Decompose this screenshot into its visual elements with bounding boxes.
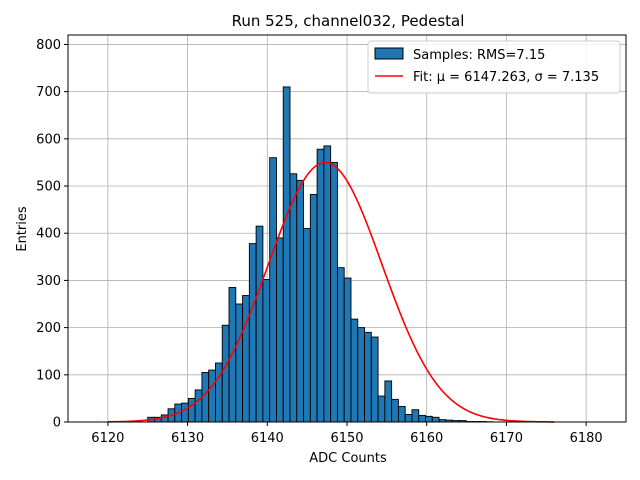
histogram-bar — [350, 318, 359, 423]
histogram-bar — [248, 243, 257, 423]
histogram-bar — [289, 173, 298, 423]
y-tick-label: 0 — [53, 416, 61, 431]
y-axis-ticks: 0 100 200 300 400 500 600 700 800 — [36, 38, 68, 431]
fit-curve — [107, 161, 555, 423]
histogram-bar — [316, 148, 325, 423]
y-tick-label: 300 — [36, 274, 61, 289]
x-tick-label: 6180 — [570, 431, 603, 446]
histogram-bar — [370, 336, 379, 423]
y-tick-label: 200 — [36, 321, 61, 336]
legend-box — [367, 40, 621, 94]
x-tick-label: 6130 — [171, 431, 204, 446]
histogram-bar — [208, 369, 216, 423]
histogram-bar — [330, 161, 338, 423]
histogram-bar — [296, 179, 305, 423]
histogram-bar — [364, 331, 372, 423]
histogram-bar — [397, 405, 406, 423]
x-tick-label: 6120 — [91, 431, 124, 446]
y-tick-label: 500 — [36, 180, 61, 195]
histogram-bar — [282, 86, 291, 423]
x-tick-label: 6170 — [490, 431, 523, 446]
histogram-bar — [262, 279, 271, 423]
histogram-bar — [235, 303, 244, 423]
histogram-bar — [343, 277, 352, 423]
histogram-bar — [431, 416, 440, 423]
histogram-bar — [357, 327, 365, 423]
histogram-bar — [404, 413, 413, 423]
histogram-bar — [323, 145, 332, 423]
legend-histogram-swatch — [374, 47, 404, 60]
histogram-bar — [194, 389, 203, 423]
histogram-bar — [187, 397, 196, 423]
y-tick-label: 100 — [36, 368, 61, 383]
histogram-bar — [391, 398, 399, 423]
x-tick-label: 6150 — [330, 431, 363, 446]
x-axis-label: ADC Counts — [309, 451, 387, 466]
y-tick-label: 700 — [36, 85, 61, 100]
x-axis-ticks: 6120 6130 6140 6150 6160 6170 6180 — [91, 422, 603, 446]
histogram-bar — [303, 228, 311, 423]
histogram-bar — [181, 402, 189, 423]
y-tick-label: 600 — [36, 132, 61, 147]
legend: Samples: RMS=7.15 Fit: μ = 6147.263, σ =… — [367, 40, 621, 94]
histogram-bar — [425, 415, 433, 423]
histogram-bar — [255, 225, 264, 423]
histogram-bar — [221, 324, 230, 423]
histogram-bar — [411, 409, 420, 423]
fit-curve-group — [107, 161, 555, 423]
x-tick-label: 6140 — [251, 431, 284, 446]
histogram-bar — [242, 295, 250, 423]
histogram-bar — [269, 157, 277, 423]
legend-histogram-label: Samples: RMS=7.15 — [413, 48, 545, 63]
histogram-bar — [384, 380, 393, 423]
histogram-bar — [418, 414, 426, 423]
histogram-bar — [377, 395, 386, 423]
x-tick-label: 6160 — [410, 431, 443, 446]
histogram-bar — [276, 237, 284, 423]
y-axis-label: Entries — [15, 206, 30, 252]
y-tick-label: 800 — [36, 38, 61, 53]
legend-fit-label: Fit: μ = 6147.263, σ = 7.135 — [413, 70, 599, 85]
chart-title: Run 525, channel032, Pedestal — [232, 12, 465, 30]
y-tick-label: 400 — [36, 227, 61, 242]
histogram-bar — [309, 194, 318, 423]
histogram-bar — [336, 267, 345, 423]
